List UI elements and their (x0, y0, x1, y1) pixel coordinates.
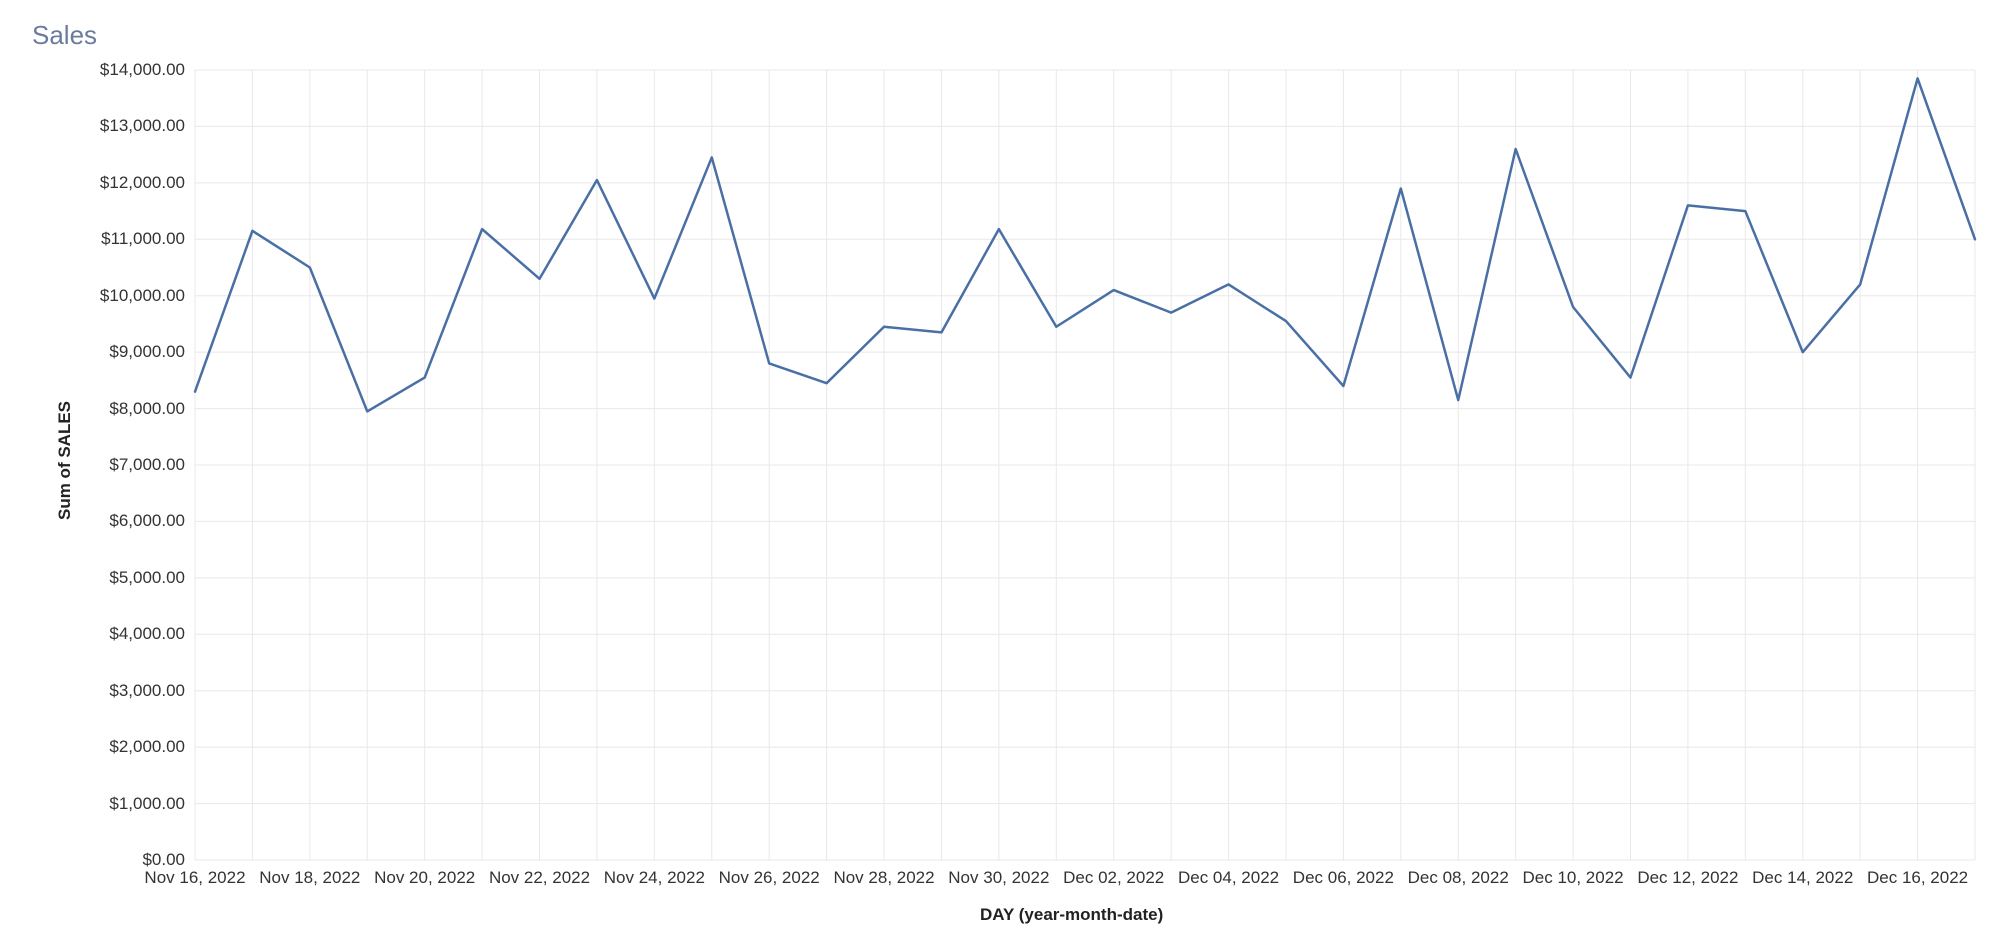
y-tick-label: $13,000.00 (100, 116, 185, 136)
x-tick-label: Dec 06, 2022 (1288, 868, 1398, 888)
y-tick-label: $1,000.00 (109, 794, 185, 814)
x-tick-label: Dec 12, 2022 (1633, 868, 1743, 888)
y-axis-label: Sum of SALES (55, 401, 75, 520)
x-tick-label: Nov 26, 2022 (714, 868, 824, 888)
y-tick-label: $11,000.00 (101, 229, 185, 249)
x-tick-label: Nov 24, 2022 (599, 868, 709, 888)
y-tick-label: $10,000.00 (100, 286, 185, 306)
x-tick-label: Nov 16, 2022 (140, 868, 250, 888)
x-tick-label: Dec 10, 2022 (1518, 868, 1628, 888)
y-tick-label: $7,000.00 (109, 455, 185, 475)
x-tick-label: Dec 04, 2022 (1174, 868, 1284, 888)
chart-svg (0, 0, 2000, 939)
x-tick-label: Nov 28, 2022 (829, 868, 939, 888)
x-tick-label: Dec 02, 2022 (1059, 868, 1169, 888)
y-tick-label: $3,000.00 (109, 681, 185, 701)
y-tick-label: $2,000.00 (109, 737, 185, 757)
y-tick-label: $8,000.00 (109, 399, 185, 419)
x-tick-label: Nov 22, 2022 (485, 868, 595, 888)
x-axis-label: DAY (year-month-date) (980, 905, 1163, 925)
x-tick-label: Dec 08, 2022 (1403, 868, 1513, 888)
x-tick-label: Nov 30, 2022 (944, 868, 1054, 888)
y-tick-label: $9,000.00 (109, 342, 185, 362)
sales-line-chart: Sales $0.00$1,000.00$2,000.00$3,000.00$4… (0, 0, 2000, 939)
x-tick-label: Nov 18, 2022 (255, 868, 365, 888)
x-tick-label: Dec 16, 2022 (1863, 868, 1973, 888)
y-tick-label: $12,000.00 (100, 173, 185, 193)
x-tick-label: Dec 14, 2022 (1748, 868, 1858, 888)
y-tick-label: $14,000.00 (100, 60, 185, 80)
y-tick-label: $0.00 (142, 850, 185, 870)
x-tick-label: Nov 20, 2022 (370, 868, 480, 888)
y-tick-label: $6,000.00 (109, 511, 185, 531)
y-tick-label: $5,000.00 (109, 568, 185, 588)
y-tick-label: $4,000.00 (109, 624, 185, 644)
